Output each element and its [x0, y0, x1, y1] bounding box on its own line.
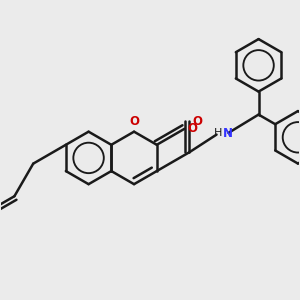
Text: O: O: [192, 115, 203, 128]
Text: O: O: [188, 122, 197, 135]
Text: O: O: [129, 115, 139, 128]
Text: H: H: [214, 128, 222, 138]
Text: N: N: [223, 127, 233, 140]
